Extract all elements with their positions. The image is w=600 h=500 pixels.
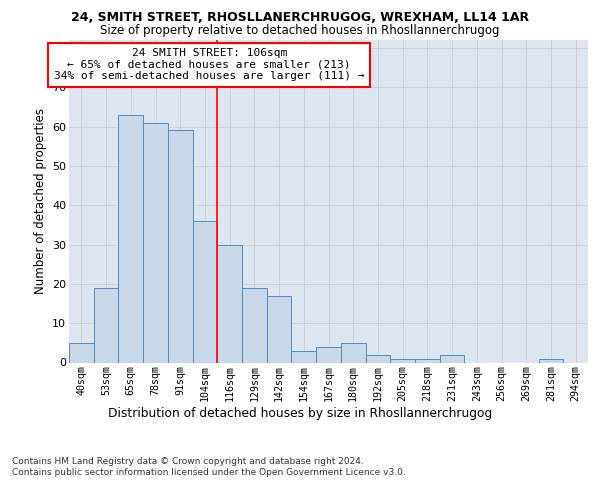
Bar [292,350,316,362]
Text: Contains HM Land Registry data © Crown copyright and database right 2024.
Contai: Contains HM Land Registry data © Crown c… [12,458,406,477]
Bar [168,130,193,362]
Bar [69,343,94,362]
Bar [539,358,563,362]
Bar [193,221,217,362]
Bar [143,122,168,362]
Text: 24, SMITH STREET, RHOSLLANERCHRUGOG, WREXHAM, LL14 1AR: 24, SMITH STREET, RHOSLLANERCHRUGOG, WRE… [71,11,529,24]
Bar [217,244,242,362]
Bar [440,354,464,362]
Bar [341,343,365,362]
Bar [267,296,292,362]
Text: Distribution of detached houses by size in Rhosllannerchrugog: Distribution of detached houses by size … [108,408,492,420]
Bar [365,354,390,362]
Bar [94,288,118,362]
Bar [118,114,143,362]
Bar [390,358,415,362]
Bar [415,358,440,362]
Y-axis label: Number of detached properties: Number of detached properties [34,108,47,294]
Text: Size of property relative to detached houses in Rhosllannerchrugog: Size of property relative to detached ho… [100,24,500,37]
Bar [316,347,341,362]
Bar [242,288,267,362]
Text: 24 SMITH STREET: 106sqm
← 65% of detached houses are smaller (213)
34% of semi-d: 24 SMITH STREET: 106sqm ← 65% of detache… [54,48,364,82]
